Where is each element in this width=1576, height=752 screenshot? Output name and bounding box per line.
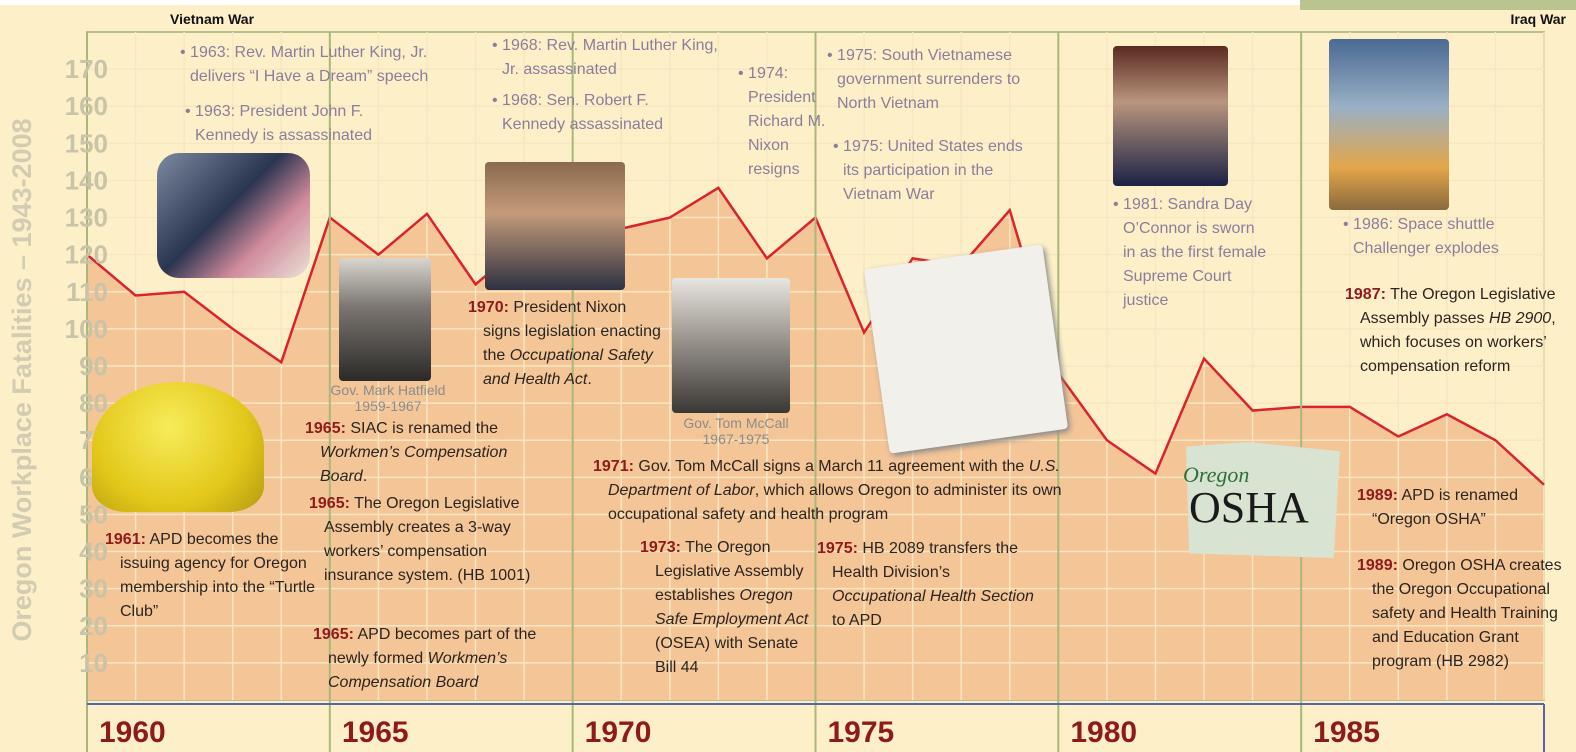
y-tick-label: 100 bbox=[65, 314, 108, 344]
y-tick-label: 120 bbox=[65, 240, 108, 270]
hard-hat bbox=[92, 382, 264, 512]
oregon-event: 1961: APD becomes the issuing agency for… bbox=[105, 528, 320, 624]
y-tick-label: 40 bbox=[79, 537, 108, 567]
x-tick-label: 1970 bbox=[585, 716, 652, 749]
y-tick-label: 130 bbox=[65, 203, 108, 233]
x-tick-label: 1965 bbox=[342, 716, 409, 749]
event: • 1981: Sandra Day O’Connor is sworn in … bbox=[1108, 193, 1268, 313]
oregon-event: 1965: SIAC is renamed the Workmen’s Comp… bbox=[305, 417, 510, 489]
event: • 1963: Rev. Martin Luther King, Jr. del… bbox=[175, 41, 480, 89]
event-text: to APD bbox=[832, 612, 882, 629]
x-tick-label: 1980 bbox=[1070, 716, 1137, 749]
y-tick-label: 150 bbox=[65, 128, 108, 158]
header-right: Iraq War bbox=[1511, 11, 1567, 27]
oregon-event: 1989: APD is renamed “Oregon OSHA” bbox=[1357, 484, 1567, 532]
event-year: 1965: bbox=[313, 626, 354, 643]
event-text: APD becomes the issuing agency for Orego… bbox=[120, 531, 315, 620]
oregon-event: 1987: The Oregon Legislative Assembly pa… bbox=[1345, 283, 1565, 379]
y-axis-title: Oregon Workplace Fatalities – 1943-2008 bbox=[7, 118, 37, 641]
event-year: 1971: bbox=[593, 458, 634, 475]
event-year: 1989: bbox=[1357, 487, 1398, 504]
event-title: Workmen’s Compensation Board bbox=[320, 444, 507, 485]
top-bar bbox=[1300, 0, 1576, 10]
event-text: . bbox=[363, 468, 367, 485]
oregon-event: 1973: The Oregon Legislative Assembly es… bbox=[640, 536, 815, 680]
mccall-photo bbox=[672, 278, 790, 413]
logo-bottom: OSHA bbox=[1189, 482, 1309, 533]
event: • 1986: Space shuttle Challenger explode… bbox=[1338, 213, 1533, 261]
y-tick-label: 140 bbox=[65, 165, 108, 195]
event-year: 1973: bbox=[640, 539, 681, 556]
oregon-event: 1965: APD becomes part of the newly form… bbox=[313, 623, 573, 695]
event-text: SIAC is renamed the bbox=[350, 420, 498, 437]
y-tick-label: 160 bbox=[65, 91, 108, 121]
header-left: Vietnam War bbox=[170, 11, 254, 27]
event-text: . bbox=[587, 371, 591, 388]
y-tick-label: 90 bbox=[79, 351, 108, 381]
event-text: HB 2089 transfers the Health Division’s bbox=[832, 540, 1018, 581]
caption-name: Gov. Mark Hatfield bbox=[308, 382, 468, 398]
caption-years: 1959-1967 bbox=[308, 398, 468, 414]
oregon-event: 1975: HB 2089 transfers the Health Divis… bbox=[817, 537, 1042, 633]
event-year: 1965: bbox=[309, 495, 350, 512]
event-year: 1987: bbox=[1345, 286, 1386, 303]
challenger-photo bbox=[1329, 39, 1449, 210]
oregon-event: 1970: President Nixon signs legislation … bbox=[468, 296, 668, 392]
event-title: Occupational Health Section bbox=[832, 588, 1034, 605]
y-tick-label: 10 bbox=[79, 648, 108, 678]
y-tick-label: 30 bbox=[79, 574, 108, 604]
event: • 1968: Sen. Robert F. Kennedy assassina… bbox=[487, 89, 702, 137]
event-year: 1989: bbox=[1357, 557, 1398, 574]
nixon-photo bbox=[485, 162, 625, 290]
event-year: 1961: bbox=[105, 531, 146, 548]
event: • 1968: Rev. Martin Luther King, Jr. ass… bbox=[487, 34, 722, 82]
x-tick-label: 1975 bbox=[828, 716, 895, 749]
event-text: The Oregon Legislative Assembly creates … bbox=[324, 495, 530, 584]
event-text: Gov. Tom McCall signs a March 11 agreeme… bbox=[638, 458, 1028, 475]
event-year: 1975: bbox=[817, 540, 858, 557]
event: • 1975: United States ends its participa… bbox=[828, 135, 1038, 207]
oconnor-photo bbox=[1113, 46, 1228, 186]
oregon-event: 1971: Gov. Tom McCall signs a March 11 a… bbox=[593, 455, 1103, 527]
x-tick-label: 1985 bbox=[1313, 716, 1380, 749]
caption-years: 1967-1975 bbox=[656, 431, 816, 447]
x-tick-label: 1960 bbox=[99, 716, 166, 749]
y-tick-label: 20 bbox=[79, 611, 108, 641]
event-year: 1965: bbox=[305, 420, 346, 437]
event-year: 1970: bbox=[468, 299, 509, 316]
y-tick-label: 170 bbox=[65, 54, 108, 84]
oregon-event: 1965: The Oregon Legislative Assembly cr… bbox=[309, 492, 539, 588]
timeline-page: 1960196519701975198019851020304050607080… bbox=[0, 0, 1576, 752]
event-title: HB 2900 bbox=[1489, 310, 1551, 327]
kennedy-photo bbox=[157, 153, 310, 278]
event: • 1974: President Richard M. Nixon resig… bbox=[733, 62, 833, 182]
y-tick-label: 110 bbox=[66, 277, 108, 307]
event: • 1963: President John F. Kennedy is ass… bbox=[180, 100, 415, 148]
event-text: (OSEA) with Senate Bill 44 bbox=[655, 635, 798, 676]
caption-name: Gov. Tom McCall bbox=[656, 415, 816, 431]
oregon-event: 1989: Oregon OSHA creates the Oregon Occ… bbox=[1357, 554, 1562, 674]
newspaper-photo bbox=[864, 244, 1068, 453]
hatfield-photo bbox=[339, 258, 431, 381]
event: • 1975: South Vietnamese government surr… bbox=[822, 44, 1052, 116]
event-text: Oregon OSHA creates the Oregon Occupatio… bbox=[1372, 557, 1562, 670]
